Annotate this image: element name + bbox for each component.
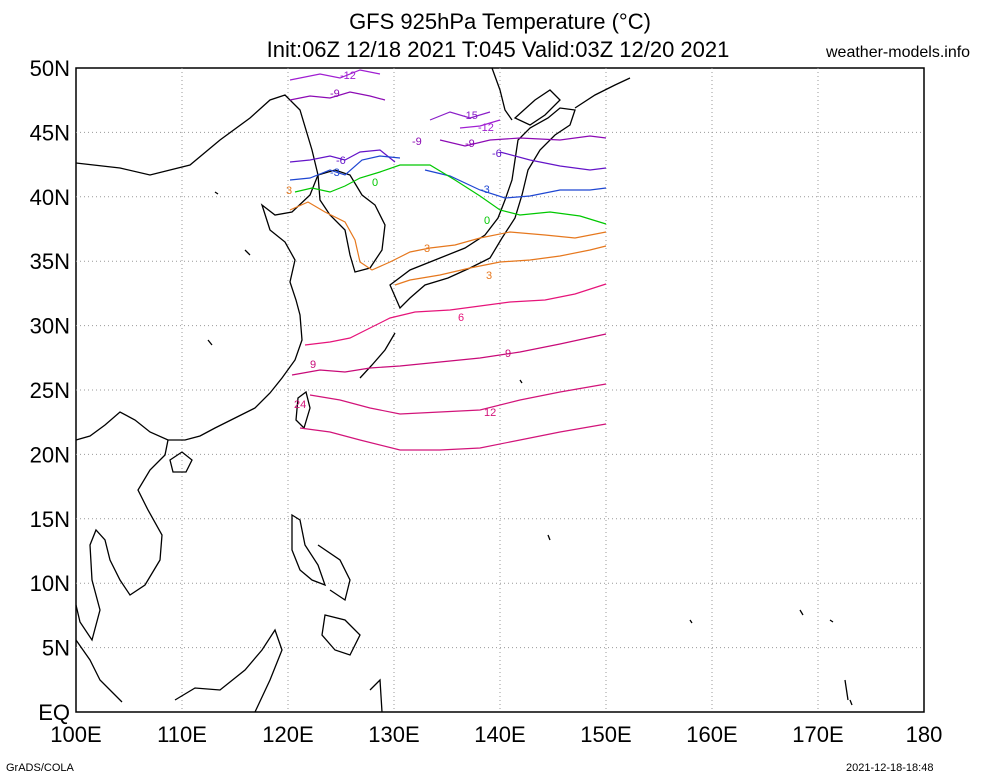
lon-tick-label: 130E <box>368 722 419 747</box>
lat-tick-label: 20N <box>30 442 70 467</box>
lat-tick-label: 45N <box>30 120 70 145</box>
sulawesi-coastline <box>369 678 383 713</box>
contour-label: 24 <box>294 399 306 411</box>
lat-tick-label: EQ <box>38 700 70 725</box>
kuril-islands <box>574 77 631 109</box>
longitude-labels: 100E 110E 120E 130E 140E 150E 160E 170E 180 <box>50 722 942 747</box>
contour-label: 0 <box>372 177 378 189</box>
lon-tick-label: 100E <box>50 722 101 747</box>
lat-lon-grid <box>76 68 924 712</box>
contour-neg12 <box>289 69 501 129</box>
japan-coastline <box>389 107 576 310</box>
borneo-coastline <box>174 628 283 713</box>
contour-label: -3 <box>480 184 490 196</box>
visayas-islands <box>317 544 351 602</box>
contour-label: 0 <box>484 215 490 227</box>
lon-tick-label: 170E <box>792 722 843 747</box>
contour-pos6 <box>304 283 607 346</box>
contour-label: -6 <box>336 155 346 167</box>
coastlines <box>75 67 853 713</box>
contour-label: -15 <box>462 110 478 122</box>
contour-label: -12 <box>340 70 356 82</box>
lon-tick-label: 120E <box>262 722 313 747</box>
lat-tick-label: 50N <box>30 56 70 81</box>
site-credit: weather-models.info <box>826 44 971 61</box>
temperature-contours <box>289 69 607 451</box>
sakhalin-coastline <box>491 67 513 121</box>
map-title: GFS 925hPa Temperature (°C) <box>349 9 651 34</box>
micronesia-islands <box>519 379 853 706</box>
contour-label: -6 <box>492 148 502 160</box>
generation-timestamp: 2021-12-18-18:48 <box>846 762 934 774</box>
ryukyu-islands <box>359 332 396 379</box>
lat-tick-label: 5N <box>42 636 70 661</box>
contour-label: 6 <box>458 312 464 324</box>
contour-neg9 <box>289 91 607 147</box>
contour-label: 3 <box>286 185 292 197</box>
contour-label: -9 <box>465 138 475 150</box>
indochina-coastline <box>75 439 169 642</box>
east-asia-lakes <box>207 191 251 346</box>
contour-neg3 <box>289 155 607 199</box>
contour-label: -3 <box>330 167 340 179</box>
lat-tick-label: 40N <box>30 185 70 210</box>
contour-labels: -12 -15 -12 -9 -9 -9 -6 -6 -3 -3 0 0 3 3… <box>286 70 511 419</box>
lon-tick-label: 110E <box>157 722 207 747</box>
lat-tick-label: 10N <box>30 571 70 596</box>
lon-tick-label: 150E <box>580 722 631 747</box>
lat-tick-label: 35N <box>30 249 70 274</box>
latitude-labels: EQ 5N 10N 15N 20N 25N 30N 35N 40N 45N 50N <box>30 56 70 725</box>
contour-label: 3 <box>424 243 430 255</box>
contour-label: 9 <box>310 359 316 371</box>
lon-tick-label: 160E <box>686 722 737 747</box>
contour-pos12 <box>299 383 607 451</box>
lat-tick-label: 25N <box>30 378 70 403</box>
contour-label: 3 <box>486 270 492 282</box>
china-coastline <box>75 94 319 441</box>
contour-label: 12 <box>484 407 496 419</box>
hainan-island <box>169 451 193 473</box>
korea-coastline <box>317 169 386 273</box>
contour-label: -9 <box>330 88 340 100</box>
malay-peninsula <box>75 639 123 703</box>
contour-neg15 <box>429 111 491 121</box>
hokkaido-coastline <box>513 89 561 126</box>
taiwan-island <box>295 390 311 430</box>
lat-tick-label: 30N <box>30 314 70 339</box>
contour-neg6 <box>289 149 607 171</box>
map-subtitle: Init:06Z 12/18 2021 T:045 Valid:03Z 12/2… <box>266 37 730 62</box>
contour-zero <box>294 164 607 225</box>
lon-tick-label: 140E <box>474 722 525 747</box>
lon-tick-label: 180 <box>906 722 943 747</box>
contour-label: -9 <box>412 136 422 148</box>
mindanao-coastline <box>321 614 361 656</box>
contour-pos9 <box>291 333 607 376</box>
lat-tick-label: 15N <box>30 507 70 532</box>
contour-pos3 <box>289 201 607 286</box>
contour-label: 9 <box>505 348 511 360</box>
software-credit: GrADS/COLA <box>6 762 74 774</box>
luzon-coastline <box>291 513 327 587</box>
contour-label: -12 <box>478 122 494 134</box>
